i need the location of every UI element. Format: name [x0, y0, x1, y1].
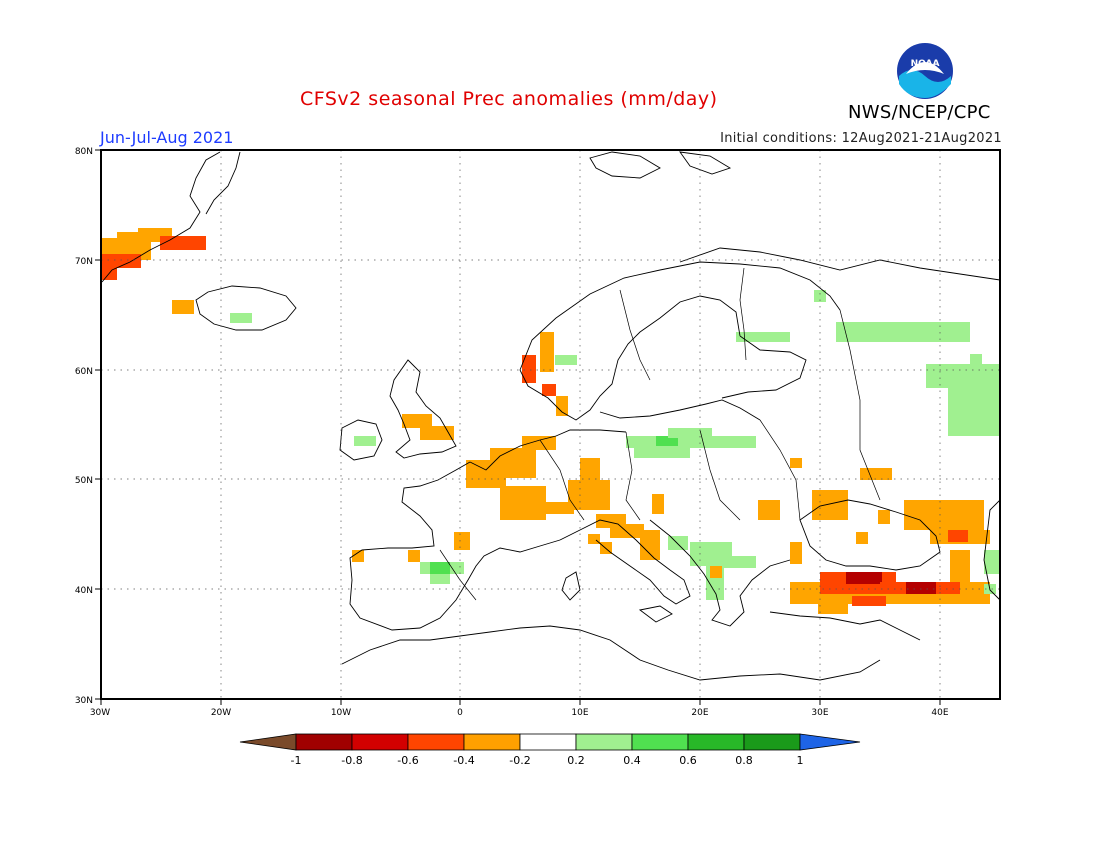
- coastlines: [101, 151, 1001, 681]
- lat-tick-label: 40N: [75, 586, 93, 596]
- logo-text: NOAA: [911, 59, 940, 69]
- colorbar-label: -0.8: [341, 754, 362, 767]
- lon-tick-label: 20E: [691, 708, 708, 718]
- initial-conditions-label: Initial conditions: 12Aug2021-21Aug2021: [720, 131, 1002, 146]
- colorbar-label: -0.2: [509, 754, 530, 767]
- colorbar-label: -0.6: [397, 754, 418, 767]
- lat-tick-label: 80N: [75, 147, 93, 157]
- anomaly-layer: [101, 228, 1000, 614]
- lon-tick-label: 40E: [931, 708, 948, 718]
- season-label: Jun-Jul-Aug 2021: [100, 128, 234, 147]
- country-borders: [439, 267, 881, 601]
- lat-axis-labels: 30N 40N 50N 60N 70N 80N: [75, 147, 93, 706]
- lon-tick-label: 10E: [571, 708, 588, 718]
- map-frame: [100, 149, 1001, 700]
- lon-tick-label: 10W: [331, 708, 351, 718]
- colorbar-label: 1: [797, 754, 804, 767]
- colorbar-arrow-left: [239, 733, 297, 751]
- lon-tick-label: 20W: [211, 708, 231, 718]
- colorbar-label: 0.2: [567, 754, 585, 767]
- lat-tick-label: 30N: [75, 696, 93, 706]
- colorbar: -1 -0.8 -0.6 -0.4 -0.2 0.2 0.4 0.6 0.8 1: [239, 733, 861, 767]
- agency-label: NWS/NCEP/CPC: [848, 102, 991, 123]
- lon-axis-labels: 30W 20W 10W 0 10E 20E 30E 40E: [90, 708, 949, 718]
- lat-tick-label: 60N: [75, 367, 93, 377]
- colorbar-arrow-right: [799, 733, 861, 751]
- colorbar-label: 0.6: [679, 754, 697, 767]
- colorbar-label: -1: [291, 754, 302, 767]
- chart-title: CFSv2 seasonal Prec anomalies (mm/day): [300, 88, 718, 110]
- colorbar-label: 0.4: [623, 754, 641, 767]
- colorbar-label: 0.8: [735, 754, 753, 767]
- colorbar-label: -0.4: [453, 754, 474, 767]
- lon-tick-label: 0: [457, 708, 463, 718]
- lon-tick-label: 30W: [90, 708, 110, 718]
- lon-tick-label: 30E: [811, 708, 828, 718]
- lat-tick-label: 70N: [75, 257, 93, 267]
- noaa-logo-icon: NOAA: [895, 41, 955, 101]
- lat-tick-label: 50N: [75, 476, 93, 486]
- graticule: [101, 150, 1000, 699]
